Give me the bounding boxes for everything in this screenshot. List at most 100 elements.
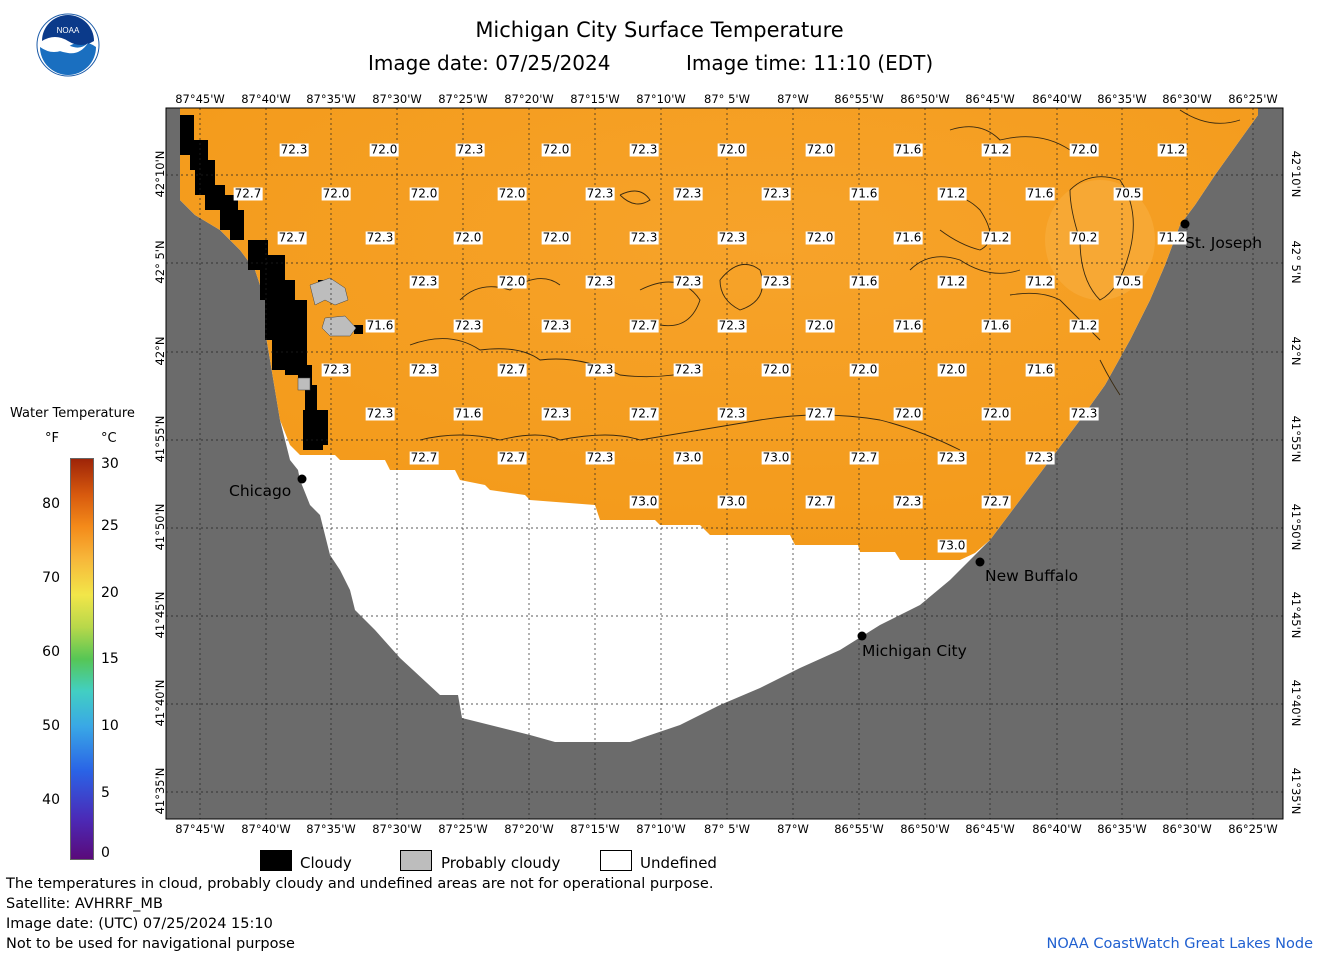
longitude-label: 87°20'W [504, 92, 554, 106]
longitude-label: 86°40'W [1032, 92, 1082, 106]
longitude-label: 86°30'W [1162, 822, 1212, 836]
latitude-label: 41°40'N [153, 679, 167, 727]
legend-probably-cloudy-swatch [400, 850, 432, 871]
temperature-label: 72.3 [453, 318, 483, 333]
longitude-label: 87°30'W [372, 822, 422, 836]
tick-f-70: 70 [42, 570, 60, 586]
longitude-label: 87°40'W [241, 822, 291, 836]
latitude-label: 42°10'N [153, 150, 167, 198]
temperature-label: 72.7 [805, 494, 835, 509]
tick-f-50: 50 [42, 718, 60, 734]
tick-f-40: 40 [42, 792, 60, 808]
longitude-label: 87°35'W [306, 92, 356, 106]
temperature-label: 73.0 [761, 450, 791, 465]
probably-cloudy-pixels [297, 277, 357, 391]
city-label-new-buffalo: New Buffalo [985, 567, 1079, 585]
footer-satellite: Satellite: AVHRRF_MB [6, 896, 163, 912]
city-label-st-joseph: St. Joseph [1185, 234, 1263, 252]
new-buffalo-marker [975, 557, 985, 567]
longitude-label: 86°40'W [1032, 822, 1082, 836]
legend-cloudy-swatch [260, 850, 292, 871]
temperature-label: 71.2 [937, 274, 967, 289]
temperature-label: 71.6 [1025, 186, 1055, 201]
colorbar-unit-c: °C [101, 431, 117, 446]
legend-undefined-label: Undefined [640, 854, 717, 872]
temperature-label: 72.7 [629, 318, 659, 333]
longitude-label: 87°W [777, 822, 809, 836]
temperature-label: 72.3 [1025, 450, 1055, 465]
temperature-label: 72.3 [761, 274, 791, 289]
temperature-label: 72.3 [893, 494, 923, 509]
temperature-label: 72.3 [321, 362, 351, 377]
noaa-logo: NOAA [36, 13, 100, 77]
temperature-label: 71.2 [981, 142, 1011, 157]
temperature-label: 72.3 [673, 186, 703, 201]
temperature-label: 72.7 [277, 230, 307, 245]
temperature-label: 72.0 [805, 142, 835, 157]
temperature-label: 71.2 [1157, 230, 1187, 245]
temperature-label: 72.0 [849, 362, 879, 377]
temperature-label: 72.0 [761, 362, 791, 377]
temperature-label: 72.0 [1069, 142, 1099, 157]
footer-credit: NOAA CoastWatch Great Lakes Node [1046, 936, 1313, 952]
tick-c-20: 20 [101, 585, 119, 601]
longitude-label: 86°25'W [1228, 92, 1278, 106]
temperature-label: 72.3 [585, 450, 615, 465]
tick-c-10: 10 [101, 718, 119, 734]
temperature-label: 72.0 [321, 186, 351, 201]
temperature-label: 72.7 [805, 406, 835, 421]
longitude-label: 87°30'W [372, 92, 422, 106]
temperature-label: 72.7 [409, 450, 439, 465]
longitude-label: 87°20'W [504, 822, 554, 836]
tick-c-25: 25 [101, 518, 119, 534]
temperature-colorbar [70, 458, 94, 860]
legend-undefined-swatch [600, 850, 632, 871]
longitude-label: 87°W [777, 92, 809, 106]
legend-probably-cloudy-label: Probably cloudy [441, 854, 561, 872]
temperature-label: 73.0 [937, 538, 967, 553]
longitude-label: 87°15'W [570, 822, 620, 836]
temperature-label: 73.0 [673, 450, 703, 465]
temperature-label: 71.6 [365, 318, 395, 333]
temperature-label: 72.0 [497, 186, 527, 201]
chicago-marker [297, 474, 307, 484]
latitude-label: 42°10'N [1289, 150, 1303, 198]
temperature-label: 71.2 [981, 230, 1011, 245]
map-frame [165, 107, 1284, 820]
longitude-label: 86°35'W [1097, 822, 1147, 836]
latitude-label: 41°40'N [1289, 679, 1303, 727]
longitude-label: 87°40'W [241, 92, 291, 106]
temperature-label: 71.6 [893, 230, 923, 245]
colorbar-unit-f: °F [45, 431, 59, 446]
temperature-label: 72.3 [585, 274, 615, 289]
temperature-label: 72.0 [893, 406, 923, 421]
longitude-label: 87°35'W [306, 822, 356, 836]
temperature-label: 72.3 [1069, 406, 1099, 421]
temperature-label: 72.0 [541, 230, 571, 245]
longitude-label: 87°45'W [175, 92, 225, 106]
temperature-label: 72.3 [629, 142, 659, 157]
cloudy-pixels [180, 115, 363, 450]
temperature-label: 72.0 [409, 186, 439, 201]
longitude-label: 87°25'W [438, 822, 488, 836]
longitude-label: 87°25'W [438, 92, 488, 106]
longitude-label: 86°55'W [834, 822, 884, 836]
image-date: Image date: 07/25/2024 [368, 51, 611, 75]
temperature-label: 72.7 [497, 450, 527, 465]
tick-c-15: 15 [101, 651, 119, 667]
temperature-label: 72.0 [717, 142, 747, 157]
longitude-label: 86°50'W [900, 822, 950, 836]
temperature-label: 72.3 [541, 406, 571, 421]
longitude-label: 86°55'W [834, 92, 884, 106]
latitude-label: 42°N [153, 336, 167, 366]
temperature-label: 72.3 [409, 274, 439, 289]
temperature-label: 71.6 [1025, 362, 1055, 377]
longitude-label: 87°10'W [636, 92, 686, 106]
latitude-label: 41°35'N [153, 767, 167, 815]
temperature-label: 72.3 [937, 450, 967, 465]
latitude-label: 41°50'N [153, 503, 167, 551]
latitude-label: 41°50'N [1289, 503, 1303, 551]
longitude-label: 86°35'W [1097, 92, 1147, 106]
temperature-label: 71.2 [1025, 274, 1055, 289]
